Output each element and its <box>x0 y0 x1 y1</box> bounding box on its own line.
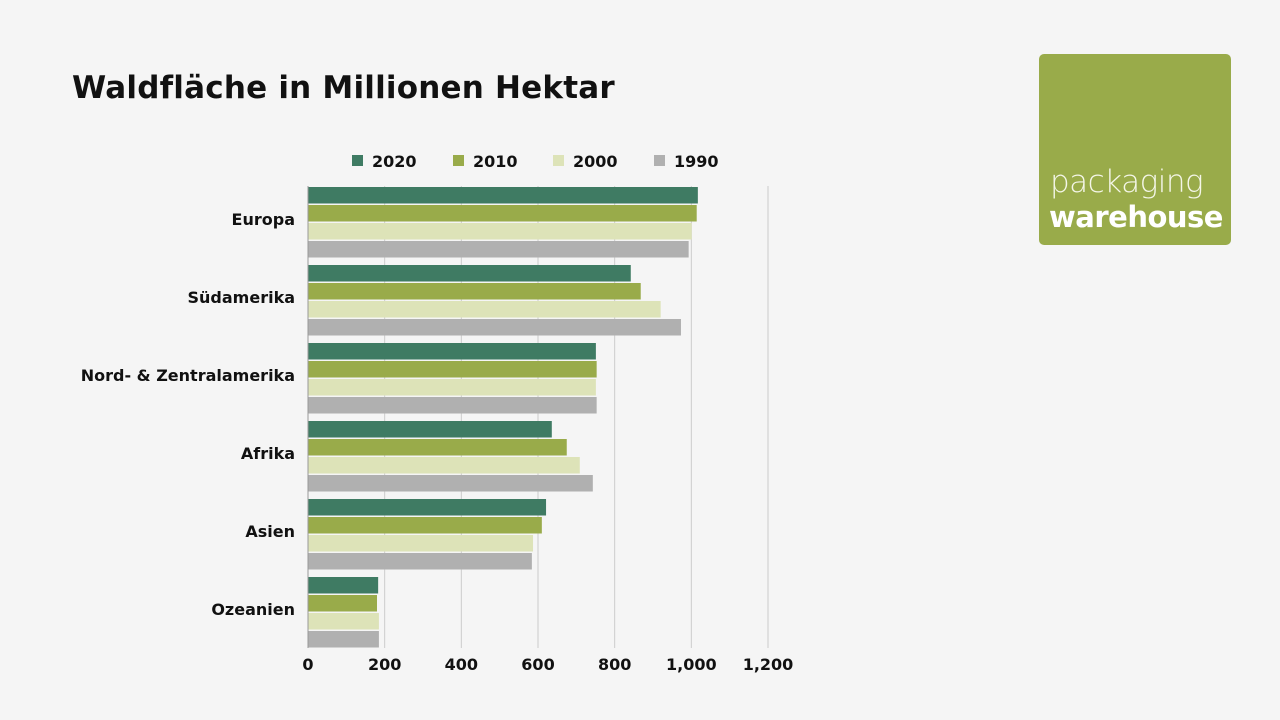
bar-2010-3 <box>308 439 567 456</box>
bar-2000-0 <box>308 223 692 240</box>
legend-swatch-1990 <box>654 155 665 166</box>
bar-2000-1 <box>308 301 661 318</box>
bar-1990-5 <box>308 631 379 648</box>
x-tick-label: 200 <box>368 655 401 674</box>
legend-label: 2010 <box>473 152 518 171</box>
legend-swatch-2020 <box>352 155 363 166</box>
category-label: Europa <box>232 210 295 229</box>
bar-1990-0 <box>308 241 689 258</box>
bar-2020-2 <box>308 343 596 360</box>
bar-2000-2 <box>308 379 596 396</box>
x-tick-label: 800 <box>598 655 631 674</box>
bar-1990-1 <box>308 319 681 336</box>
logo-line1: packaging <box>1050 164 1204 200</box>
category-label: Afrika <box>241 444 295 463</box>
x-tick-label: 1,000 <box>666 655 717 674</box>
bar-2000-5 <box>308 613 379 630</box>
legend-label: 1990 <box>674 152 719 171</box>
category-label: Nord- & Zentralamerika <box>81 366 295 385</box>
bar-2000-4 <box>308 535 534 552</box>
bar-2020-5 <box>308 577 379 594</box>
bar-1990-2 <box>308 397 597 414</box>
bar-2010-0 <box>308 205 697 222</box>
bar-2010-1 <box>308 283 641 300</box>
legend-label: 2000 <box>573 152 618 171</box>
bar-1990-3 <box>308 475 593 492</box>
bar-2020-1 <box>308 265 631 282</box>
bar-2020-3 <box>308 421 552 438</box>
bar-2010-4 <box>308 517 542 534</box>
x-tick-label: 600 <box>521 655 554 674</box>
x-tick-label: 0 <box>302 655 313 674</box>
category-label: Südamerika <box>188 288 296 307</box>
bar-2010-2 <box>308 361 597 378</box>
page-title: Waldfläche in Millionen Hektar <box>72 70 615 106</box>
brand-logo: packaging warehouse <box>1039 54 1231 245</box>
category-label: Ozeanien <box>211 600 295 619</box>
legend-swatch-2000 <box>553 155 564 166</box>
bar-1990-4 <box>308 553 532 570</box>
legend-label: 2020 <box>372 152 417 171</box>
logo-line2: warehouse <box>1049 200 1223 234</box>
legend-swatch-2010 <box>453 155 464 166</box>
bar-2000-3 <box>308 457 580 474</box>
bar-2010-5 <box>308 595 377 612</box>
x-tick-label: 400 <box>445 655 478 674</box>
x-tick-label: 1,200 <box>743 655 794 674</box>
category-label: Asien <box>245 522 295 541</box>
bar-2020-4 <box>308 499 547 516</box>
bar-2020-0 <box>308 187 698 204</box>
